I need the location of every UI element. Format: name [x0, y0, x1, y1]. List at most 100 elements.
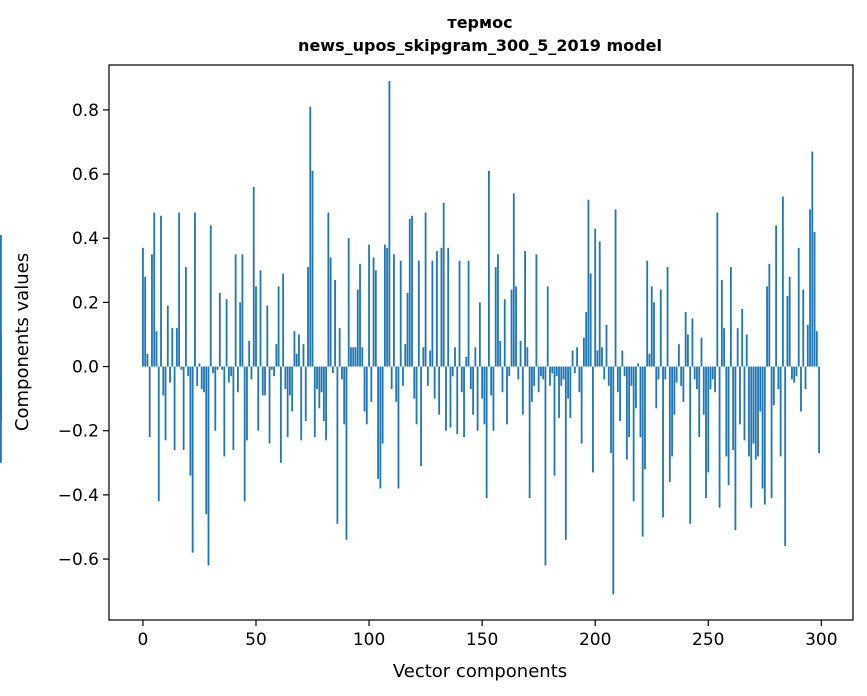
- bar: [689, 366, 692, 524]
- bar: [216, 366, 219, 370]
- bar: [164, 366, 167, 441]
- chart-title-line-2: news_upos_skipgram_300_5_2019 model: [298, 36, 662, 55]
- bar: [151, 254, 153, 367]
- bar: [680, 366, 683, 386]
- bar: [809, 209, 811, 367]
- bar: [196, 366, 199, 386]
- bar: [327, 212, 330, 367]
- bar: [752, 366, 755, 444]
- bar: [184, 267, 187, 367]
- x-tick-label: 200: [579, 630, 611, 650]
- bar: [279, 366, 282, 463]
- y-tick-label: 0.0: [72, 358, 99, 378]
- bar: [657, 366, 660, 380]
- bar: [178, 212, 181, 367]
- bar: [395, 366, 398, 402]
- bar: [223, 366, 226, 457]
- bar: [499, 340, 502, 367]
- bar: [397, 366, 400, 489]
- bar: [580, 366, 583, 444]
- bar: [198, 363, 201, 367]
- bar: [320, 366, 323, 393]
- x-tick-label: 50: [245, 630, 267, 650]
- bar: [592, 366, 594, 473]
- bar: [368, 244, 370, 367]
- bar: [408, 218, 411, 367]
- bar: [478, 302, 481, 367]
- bar: [696, 366, 698, 390]
- bar: [341, 366, 343, 380]
- bar: [338, 328, 341, 367]
- bar: [463, 366, 465, 438]
- bar: [241, 254, 244, 367]
- bar: [447, 247, 450, 367]
- bar: [815, 331, 818, 367]
- bar: [316, 366, 318, 390]
- bar: [637, 363, 640, 367]
- bar: [194, 212, 196, 367]
- bar: [264, 366, 266, 396]
- bar: [442, 202, 445, 367]
- x-tick-label: 100: [353, 630, 385, 650]
- y-tick-label: 0.4: [72, 229, 99, 249]
- bar: [605, 324, 608, 367]
- bar: [788, 276, 791, 367]
- bar: [709, 366, 712, 390]
- bar: [779, 366, 782, 457]
- bar: [540, 366, 542, 377]
- bar: [598, 241, 601, 367]
- y-tick-label: 0.8: [72, 101, 99, 121]
- bar: [311, 170, 314, 367]
- bar: [720, 279, 723, 367]
- plot-frame: [108, 64, 854, 621]
- bar: [336, 366, 339, 524]
- bar: [433, 366, 436, 399]
- bar: [578, 366, 581, 393]
- bar: [406, 292, 409, 367]
- bar: [472, 366, 474, 415]
- bar: [664, 366, 667, 380]
- bar: [757, 366, 759, 457]
- bar: [313, 366, 316, 438]
- bar: [800, 366, 802, 412]
- bar: [761, 366, 764, 489]
- axis-ticks: 0 50 100 150 200 250 300 −0.6 −0.4 −0.2 0.0 0.2 0.4 0…: [58, 101, 838, 650]
- bar: [524, 251, 527, 367]
- y-axis-label: Components values: [12, 253, 33, 431]
- bar: [530, 366, 533, 402]
- bar: [596, 350, 599, 367]
- bar: [0, 235, 2, 367]
- bar: [155, 331, 158, 367]
- y-tick-label: 0.2: [72, 293, 99, 313]
- bar: [521, 366, 524, 415]
- bar: [519, 340, 522, 367]
- bar: [772, 366, 775, 406]
- bar: [533, 366, 536, 386]
- bar: [494, 267, 497, 367]
- bar: [381, 366, 384, 444]
- bar: [347, 238, 350, 367]
- bar: [404, 344, 407, 367]
- bar: [218, 292, 221, 367]
- bar: [763, 366, 766, 505]
- chart-title-line-1: термос: [447, 13, 512, 32]
- bar: [555, 366, 558, 377]
- y-tick-label: −0.2: [58, 422, 99, 442]
- bar: [705, 366, 707, 499]
- bar: [818, 366, 820, 454]
- bar: [601, 347, 603, 367]
- bar: [370, 366, 373, 402]
- bar: [546, 286, 549, 367]
- bar: [510, 289, 513, 367]
- bar: [289, 366, 291, 396]
- bar: [718, 366, 721, 508]
- bar: [180, 366, 183, 370]
- bar: [564, 366, 567, 540]
- bar: [734, 366, 737, 531]
- bar: [469, 366, 472, 390]
- bar: [485, 366, 488, 499]
- bar: [402, 366, 404, 386]
- bar: [157, 366, 160, 502]
- bar: [535, 254, 538, 367]
- bar: [270, 366, 273, 370]
